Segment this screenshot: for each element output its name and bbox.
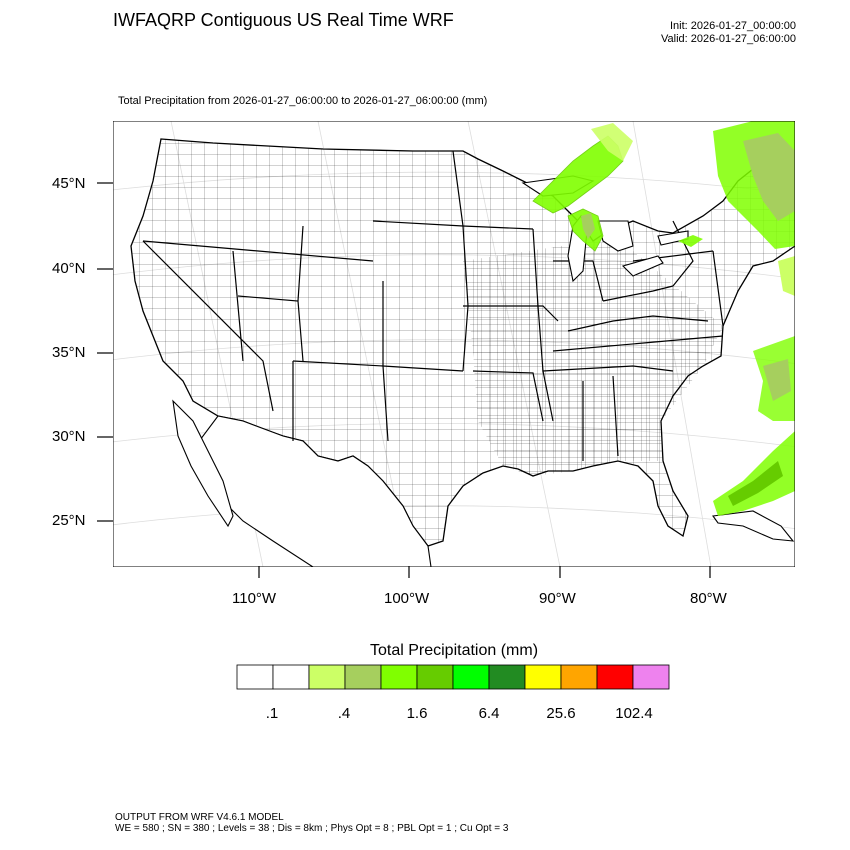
init-valid-times: Init: 2026-01-27_00:00:00 Valid: 2026-01… [661,20,796,46]
lon-label: 110°W [232,590,277,607]
colorbar-swatch [452,664,490,690]
precip-new-england-core [743,133,795,221]
colorbar-label: 1.6 [406,705,428,722]
lon-label: 100°W [384,590,430,607]
map-subtitle: Total Precipitation from 2026-01-27_06:0… [118,95,488,107]
colorbar-label: 25.6 [546,705,576,722]
precip-atlantic-coast [778,256,795,296]
colorbar-swatch [272,664,310,690]
cuba-island [712,510,795,542]
colorbar-label: .4 [337,705,351,722]
colorbar-label: 6.4 [478,705,500,722]
colorbar-swatch [524,664,562,690]
lon-label: 80°W [690,590,727,607]
state-borders [142,150,724,461]
colorbar-label: 102.4 [615,705,653,722]
footer-line-1: OUTPUT FROM WRF V4.6.1 MODEL [115,812,284,823]
lat-label: 45°N [52,175,86,192]
colorbar-label: .1 [265,705,279,722]
colorbar-swatch [416,664,454,690]
precipitation-map [113,121,795,567]
colorbar-title: Total Precipitation (mm) [369,642,539,659]
colorbar [236,664,670,690]
colorbar-swatch [380,664,418,690]
colorbar-swatch [632,664,670,690]
precip-upper-lakes-light [591,123,633,161]
lat-label: 30°N [52,428,86,445]
precip-michigan-core [581,213,595,239]
init-time: Init: 2026-01-27_00:00:00 [670,20,796,32]
lat-label: 35°N [52,344,86,361]
map-title: IWFAQRP Contiguous US Real Time WRF [113,10,454,30]
colorbar-swatch [236,664,274,690]
precip-erie-band [678,235,703,247]
precip-atlantic-offshore-core [763,359,791,401]
lat-label: 40°N [52,260,86,277]
lat-label: 25°N [52,512,86,529]
precip-florida-core [728,461,783,506]
baja-peninsula [172,399,234,528]
precip-fields [532,121,795,516]
lat-ticks [97,182,113,522]
colorbar-swatch [308,664,346,690]
colorbar-swatch [596,664,634,690]
eastern-counties-dense [463,241,723,476]
valid-time: Valid: 2026-01-27_06:00:00 [661,33,796,45]
model-footer: OUTPUT FROM WRF V4.6.1 MODEL WE = 580 ; … [115,812,508,834]
lon-label: 90°W [539,590,576,607]
colorbar-swatch [488,664,526,690]
colorbar-swatch [344,664,382,690]
footer-line-2: WE = 580 ; SN = 380 ; Levels = 38 ; Dis … [115,823,509,834]
lon-ticks [258,566,711,578]
colorbar-swatch [560,664,598,690]
